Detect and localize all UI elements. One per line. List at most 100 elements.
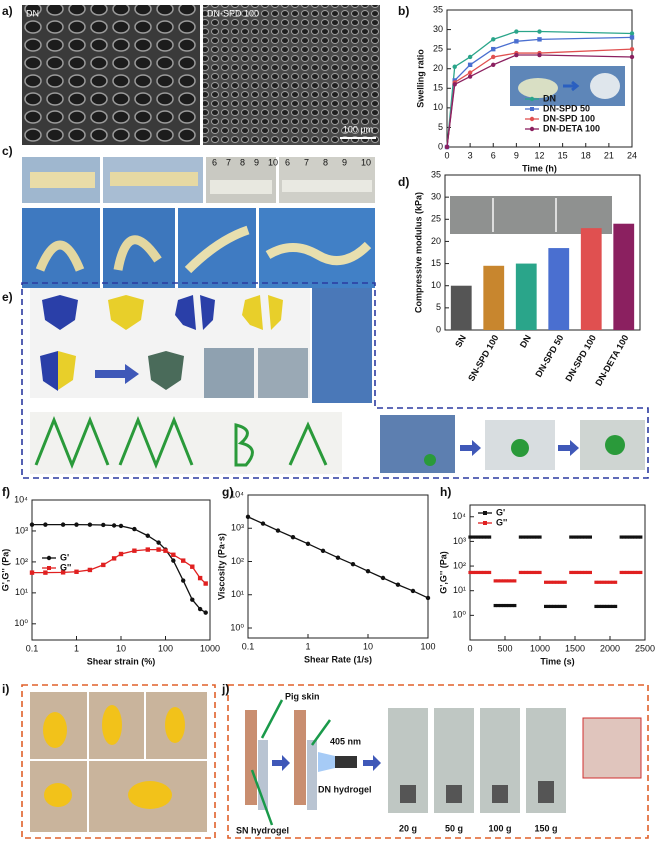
photo <box>380 415 455 473</box>
marker <box>101 562 106 568</box>
marker <box>471 570 475 575</box>
y-tick-label: 10⁴ <box>230 489 244 499</box>
marker <box>633 535 637 539</box>
marker <box>479 570 483 575</box>
marker <box>493 579 497 583</box>
panel-label: f) <box>2 485 10 499</box>
marker <box>630 570 634 575</box>
hydrogel <box>265 241 372 266</box>
marker <box>619 535 623 539</box>
y-axis-label: Compressive modulus (kPa) <box>413 192 423 313</box>
marker <box>605 604 609 609</box>
marker <box>628 570 632 575</box>
y-tick-label: 10² <box>15 556 28 566</box>
marker <box>583 535 587 539</box>
marker <box>518 535 522 539</box>
dashed-frame <box>227 684 649 839</box>
ruler-digit: 6 <box>212 157 217 167</box>
series-line <box>32 523 207 614</box>
marker <box>101 522 106 528</box>
hydrogel <box>113 235 162 271</box>
weight <box>446 785 462 803</box>
marker <box>629 54 635 60</box>
ruler-digit: 9 <box>254 157 259 167</box>
bar <box>548 248 570 330</box>
y-tick-label: 10² <box>453 560 466 570</box>
sem-image <box>22 5 200 145</box>
marker <box>558 604 562 609</box>
marker <box>577 535 581 539</box>
marker <box>467 70 473 75</box>
y-axis-label: G',G'' (Pa) <box>438 551 448 593</box>
lamp <box>335 756 357 768</box>
x-axis-label: Shear strain (%) <box>87 656 156 666</box>
plot-frame <box>444 174 641 331</box>
marker <box>602 604 606 609</box>
marker <box>597 604 601 609</box>
y-tick-label: 10 <box>431 280 441 290</box>
marker <box>485 570 489 575</box>
arrow <box>272 755 381 771</box>
x-tick-label: 100 <box>420 641 435 651</box>
marker <box>625 570 629 575</box>
inset-photo <box>450 196 612 234</box>
x-tick-label: 0.1 <box>26 643 39 653</box>
x-tick-label: 1000 <box>530 643 550 653</box>
y-tick-label: 25 <box>433 44 443 54</box>
marker <box>507 603 511 608</box>
y-tick-label: 15 <box>433 83 443 93</box>
pig-skin <box>245 710 257 805</box>
marker <box>614 604 618 609</box>
marker <box>504 579 508 583</box>
y-tick-label: 20 <box>431 236 441 246</box>
marker <box>476 570 480 575</box>
legend-label: DN <box>543 93 556 103</box>
marker <box>482 570 486 575</box>
marker <box>305 541 311 547</box>
marker <box>608 604 612 609</box>
panel-label: b) <box>398 4 409 18</box>
marker <box>572 570 576 575</box>
legend-marker <box>529 116 535 122</box>
marker <box>544 580 548 584</box>
x-tick-label: SN <box>453 333 468 349</box>
hydrogel <box>242 295 283 330</box>
legend-label: DN-SPD 50 <box>543 103 590 113</box>
weight-label: 50 g <box>445 823 463 833</box>
marker <box>597 580 601 584</box>
marker <box>132 548 137 553</box>
annotation: DN hydrogel <box>318 784 372 794</box>
x-tick-label: 1 <box>305 641 310 651</box>
marker <box>203 581 208 586</box>
hydrogel <box>511 439 529 457</box>
marker <box>524 570 528 575</box>
panel-label: e) <box>2 290 13 304</box>
marker <box>629 35 635 40</box>
dashed-frame <box>21 684 216 839</box>
hydrogel <box>184 225 250 274</box>
y-tick-label: 10¹ <box>453 585 466 595</box>
marker <box>156 547 161 552</box>
y-tick-label: 10³ <box>231 523 244 533</box>
marker <box>535 535 539 539</box>
x-axis-label: Time (h) <box>522 163 557 173</box>
zoom-photo <box>582 717 642 779</box>
marker <box>132 526 137 532</box>
marker <box>614 580 618 584</box>
marker <box>87 567 93 573</box>
marker <box>619 570 623 575</box>
y-axis-label: G',G'' (Pa) <box>0 549 10 591</box>
marker <box>602 580 606 584</box>
x-tick-label: 500 <box>497 643 512 653</box>
y-tick-label: 10⁴ <box>452 511 466 521</box>
marker <box>488 570 492 575</box>
marker <box>468 535 472 539</box>
photo <box>312 288 372 403</box>
hydrogel <box>40 351 58 391</box>
y-tick-label: 35 <box>431 169 441 179</box>
x-tick-label: 21 <box>604 150 614 160</box>
x-tick-label: 0 <box>467 643 472 653</box>
marker <box>60 570 66 575</box>
marker <box>569 570 573 575</box>
